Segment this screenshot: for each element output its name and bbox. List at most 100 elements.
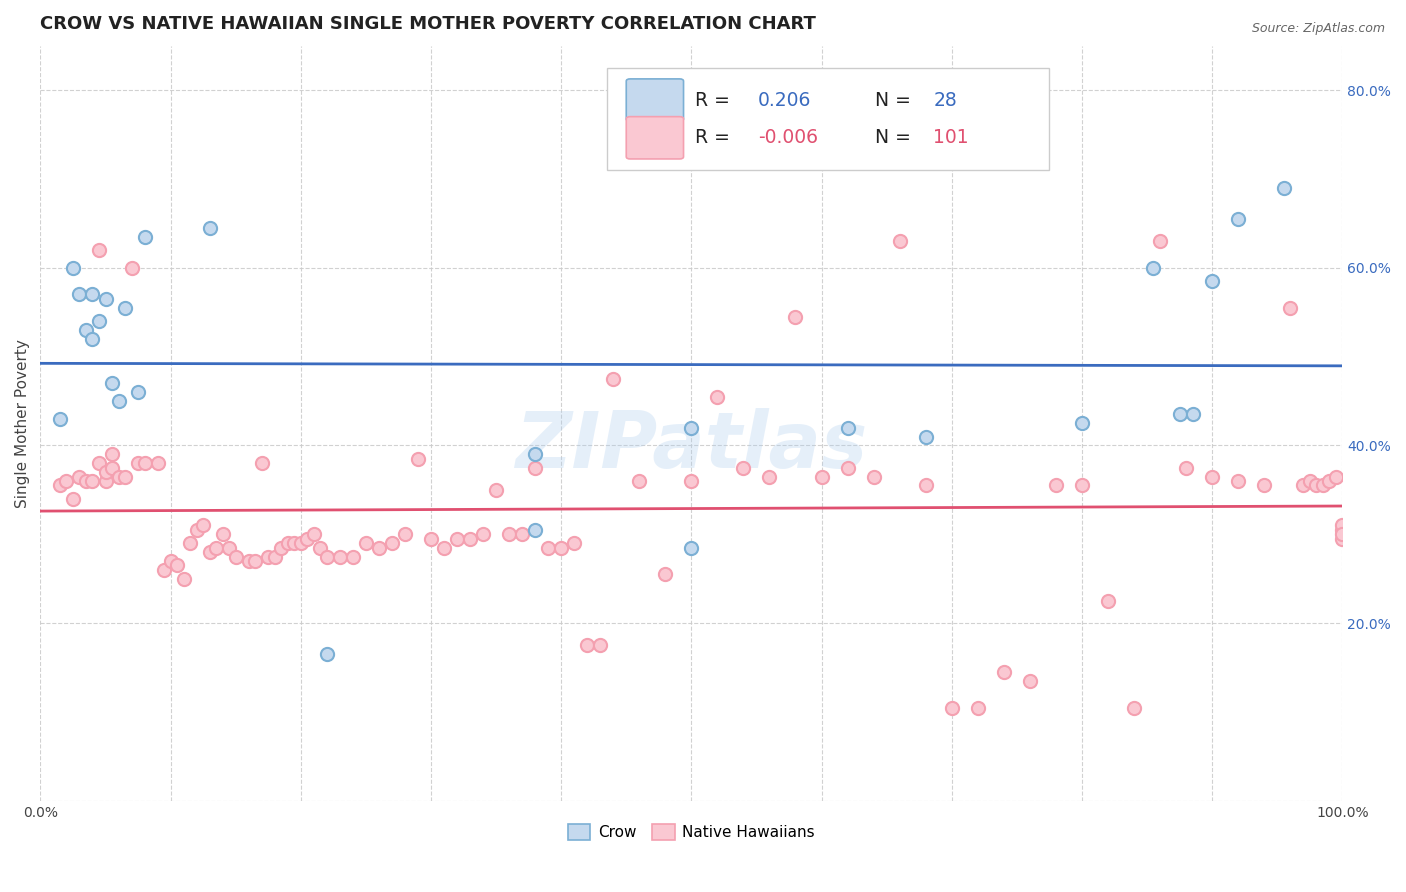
Point	[263, 549, 285, 564]
Point	[706, 390, 728, 404]
Point	[173, 572, 195, 586]
Point	[146, 456, 169, 470]
Point	[1142, 260, 1164, 275]
Point	[87, 456, 110, 470]
Point	[993, 665, 1015, 679]
Point	[205, 541, 228, 555]
Point	[941, 700, 963, 714]
Text: R =: R =	[695, 128, 737, 147]
Point	[87, 243, 110, 257]
Point	[1272, 181, 1295, 195]
Point	[562, 536, 585, 550]
Point	[94, 465, 117, 479]
Point	[1279, 301, 1302, 315]
Y-axis label: Single Mother Poverty: Single Mother Poverty	[15, 339, 30, 508]
Point	[1299, 474, 1322, 488]
Point	[354, 536, 377, 550]
Point	[1331, 532, 1354, 546]
Text: 101: 101	[934, 128, 969, 147]
Point	[602, 372, 624, 386]
Text: N =: N =	[875, 128, 917, 147]
Point	[309, 541, 332, 555]
Point	[55, 474, 77, 488]
Text: N =: N =	[875, 91, 917, 110]
Point	[101, 376, 124, 391]
Point	[681, 541, 703, 555]
Point	[218, 541, 240, 555]
Point	[329, 549, 352, 564]
Point	[837, 421, 859, 435]
Point	[238, 554, 260, 568]
Text: Source: ZipAtlas.com: Source: ZipAtlas.com	[1251, 22, 1385, 36]
Point	[82, 474, 104, 488]
Point	[250, 456, 273, 470]
Point	[198, 220, 221, 235]
FancyBboxPatch shape	[626, 117, 683, 159]
Point	[121, 260, 143, 275]
Point	[458, 532, 481, 546]
Point	[785, 310, 807, 324]
Point	[159, 554, 181, 568]
Point	[315, 549, 337, 564]
Point	[628, 474, 651, 488]
Point	[1018, 673, 1040, 688]
Point	[837, 460, 859, 475]
Point	[1097, 594, 1119, 608]
Point	[1168, 408, 1191, 422]
Text: R =: R =	[695, 91, 737, 110]
Point	[94, 292, 117, 306]
Point	[127, 456, 149, 470]
Point	[654, 567, 676, 582]
Point	[134, 229, 156, 244]
Point	[114, 301, 136, 315]
Point	[576, 639, 599, 653]
Point	[1331, 527, 1354, 541]
Point	[733, 460, 755, 475]
Point	[94, 474, 117, 488]
Point	[69, 469, 91, 483]
Text: 28: 28	[934, 91, 957, 110]
Point	[394, 527, 416, 541]
Point	[1123, 700, 1146, 714]
Point	[75, 474, 97, 488]
Point	[1292, 478, 1315, 492]
Point	[211, 527, 233, 541]
Point	[101, 460, 124, 475]
Point	[1070, 478, 1092, 492]
Point	[510, 527, 533, 541]
Point	[367, 541, 389, 555]
Point	[1227, 474, 1250, 488]
Point	[1201, 469, 1223, 483]
Point	[191, 518, 214, 533]
Point	[82, 332, 104, 346]
Point	[107, 469, 129, 483]
Point	[589, 639, 612, 653]
Point	[1227, 211, 1250, 226]
Text: ZIPatlas: ZIPatlas	[515, 408, 868, 484]
Point	[186, 523, 208, 537]
Point	[472, 527, 495, 541]
Point	[69, 287, 91, 301]
Point	[406, 451, 429, 466]
FancyBboxPatch shape	[607, 69, 1049, 170]
Point	[225, 549, 247, 564]
Point	[127, 385, 149, 400]
Point	[681, 421, 703, 435]
Point	[75, 323, 97, 337]
Point	[153, 563, 176, 577]
Point	[524, 460, 547, 475]
Point	[862, 469, 884, 483]
Text: 0.206: 0.206	[758, 91, 811, 110]
Point	[1317, 474, 1340, 488]
Text: -0.006: -0.006	[758, 128, 818, 147]
Point	[82, 287, 104, 301]
Point	[1070, 417, 1092, 431]
Point	[302, 527, 325, 541]
Point	[49, 412, 72, 426]
Point	[49, 478, 72, 492]
Point	[1305, 478, 1327, 492]
Point	[446, 532, 468, 546]
Point	[914, 429, 936, 443]
Point	[134, 456, 156, 470]
Point	[966, 700, 988, 714]
